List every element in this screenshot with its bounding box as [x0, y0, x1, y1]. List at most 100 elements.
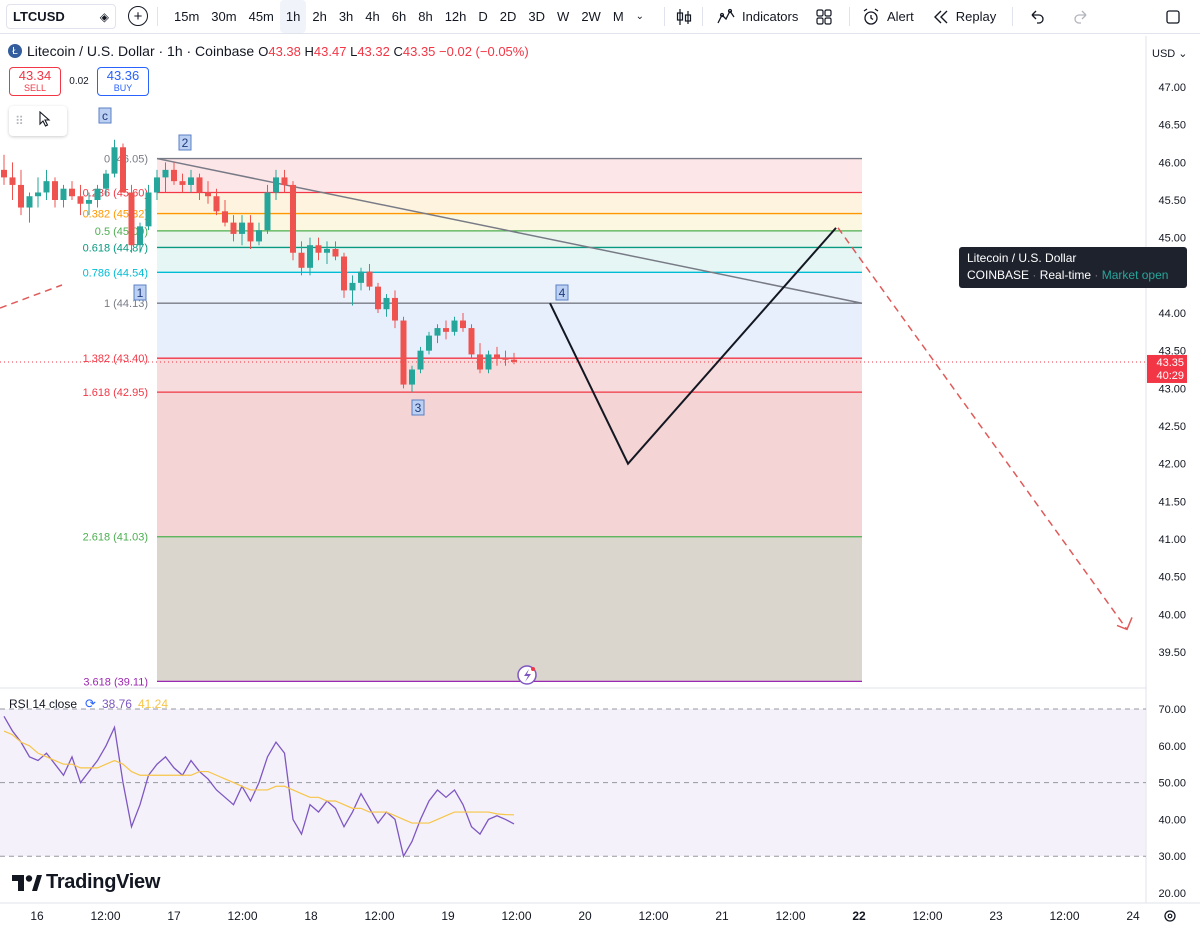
- interval-45m[interactable]: 45m: [248, 9, 274, 24]
- wave-label-4[interactable]: 4: [555, 284, 569, 301]
- interval-2d[interactable]: 2D: [499, 9, 517, 24]
- symbol-search[interactable]: LTCUSD ◈: [6, 4, 116, 29]
- candle: [94, 184, 101, 208]
- interval-30m[interactable]: 30m: [211, 9, 237, 24]
- alert-button[interactable]: Alert: [855, 0, 920, 33]
- redo-icon[interactable]: [1066, 0, 1096, 33]
- interval-8h[interactable]: 8h: [418, 9, 433, 24]
- layouts-grid-icon[interactable]: [808, 0, 840, 33]
- wave-labels[interactable]: c 2 1 3 4: [98, 107, 569, 416]
- candle: [281, 169, 288, 193]
- interval-12h[interactable]: 12h: [444, 9, 467, 24]
- interval-d[interactable]: D: [478, 9, 488, 24]
- candle: [145, 184, 152, 231]
- indicators-button[interactable]: Indicators: [710, 0, 804, 33]
- time-tick: 17: [167, 909, 181, 923]
- last-price-value: 43.35: [1156, 357, 1184, 369]
- gear-icon[interactable]: [1164, 910, 1176, 922]
- candle: [222, 200, 228, 227]
- candle: [18, 169, 24, 216]
- wave-projection-path[interactable]: [549, 227, 837, 466]
- buy-button[interactable]: 43.36 BUY: [97, 67, 149, 96]
- interval-2w[interactable]: 2W: [581, 9, 601, 24]
- svg-text:1: 1: [137, 286, 144, 300]
- candle: [52, 177, 58, 208]
- cursor-arrow-icon[interactable]: [38, 110, 52, 132]
- interval-4h[interactable]: 4h: [365, 9, 380, 24]
- rsi-ma-line[interactable]: [3, 730, 515, 824]
- fib-band: [157, 158, 862, 193]
- candle: [375, 282, 381, 313]
- candle: [358, 267, 364, 291]
- chart-type-candles-icon[interactable]: [668, 0, 700, 33]
- watchlist-eye-icon[interactable]: ◈: [99, 9, 109, 24]
- fib-band: [157, 392, 862, 537]
- fib-level-label: 0.786 (44.54): [83, 267, 148, 279]
- wave-label-3[interactable]: 3: [411, 399, 425, 416]
- candle: [332, 241, 339, 261]
- interval-2h[interactable]: 2h: [312, 9, 327, 24]
- wave-label-1[interactable]: 1: [133, 284, 147, 301]
- fullscreen-icon[interactable]: [1158, 0, 1188, 33]
- interval-m[interactable]: M: [612, 9, 624, 24]
- fib-level-label: 0.236 (45.60): [83, 187, 148, 199]
- price-axis[interactable]: USD ⌄47.0046.5046.0045.5045.0044.5044.00…: [1147, 48, 1188, 659]
- time-tick: 19: [441, 909, 455, 923]
- prior-dashed-line[interactable]: [0, 284, 63, 309]
- wave-label-2[interactable]: 2: [178, 134, 192, 151]
- sell-button[interactable]: 43.34 SELL: [9, 67, 61, 96]
- interval-15m[interactable]: 15m: [174, 9, 200, 24]
- wave-label-c[interactable]: c: [98, 107, 112, 124]
- rsi-line[interactable]: [3, 716, 515, 858]
- candle: [188, 169, 194, 193]
- undo-icon[interactable]: [1022, 0, 1052, 33]
- time-tick: 23: [989, 909, 1003, 923]
- interval-6h[interactable]: 6h: [391, 9, 407, 24]
- candle: [324, 241, 330, 265]
- price-tick: 46.00: [1158, 157, 1186, 169]
- fib-band: [157, 358, 862, 393]
- fib-band: [157, 303, 862, 359]
- last-price-badge: [1147, 354, 1187, 383]
- price-tick: 42.00: [1158, 459, 1186, 471]
- interval-list: 15m 30m 45m 1h 2h 3h 4h 6h 8h 12h D 2D 3D W 2W M ⌄: [168, 0, 650, 33]
- time-tick: 16: [30, 909, 44, 923]
- candle: [111, 139, 118, 178]
- candle: [264, 184, 271, 234]
- alert-label: Alert: [887, 9, 914, 24]
- candle: [383, 294, 390, 317]
- candle: [213, 188, 220, 216]
- replay-label: Replay: [955, 9, 997, 24]
- legend-title[interactable]: Litecoin / U.S. Dollar · 1h · Coinbase: [27, 43, 255, 59]
- rsi-tick: 40.00: [1158, 814, 1186, 826]
- time-tick: 18: [304, 909, 318, 923]
- refresh-icon[interactable]: ⟳: [85, 696, 96, 711]
- price-tick: 47.00: [1158, 82, 1186, 94]
- lightning-event-icon[interactable]: [517, 665, 537, 685]
- rsi-pane: 70.00 60.00 50.00 40.00 30.00 20.00: [0, 704, 1186, 900]
- interval-1h[interactable]: 1h: [279, 0, 307, 33]
- interval-3d[interactable]: 3D: [528, 9, 546, 24]
- interval-w[interactable]: W: [557, 9, 570, 24]
- drag-handle-icon[interactable]: ⠿: [15, 114, 24, 128]
- fib-level-label: 2.618 (41.03): [83, 532, 148, 544]
- svg-text:3: 3: [415, 401, 422, 415]
- price-tick: 41.50: [1158, 496, 1186, 508]
- compare-add-icon[interactable]: +: [128, 6, 148, 26]
- price-tick: 40.50: [1158, 572, 1186, 584]
- candle: [35, 177, 41, 208]
- rsi-label[interactable]: RSI 14 close: [9, 697, 78, 711]
- interval-3h[interactable]: 3h: [338, 9, 354, 24]
- dashed-projection-line[interactable]: [837, 227, 1128, 630]
- replay-button[interactable]: Replay: [926, 0, 1002, 33]
- candle: [443, 320, 449, 340]
- chevron-down-icon[interactable]: ⌄: [635, 11, 645, 22]
- time-tick: 12:00: [1049, 909, 1079, 923]
- tradingview-logo[interactable]: TradingView: [12, 871, 160, 894]
- candle: [247, 215, 254, 249]
- time-tick: 12:00: [227, 909, 257, 923]
- candle: [103, 169, 109, 197]
- currency-label[interactable]: USD ⌄: [1152, 48, 1188, 60]
- time-axis[interactable]: 16 12:00 17 12:00 18 12:00 19 12:00 20 12:00 21 12:…: [30, 909, 1140, 923]
